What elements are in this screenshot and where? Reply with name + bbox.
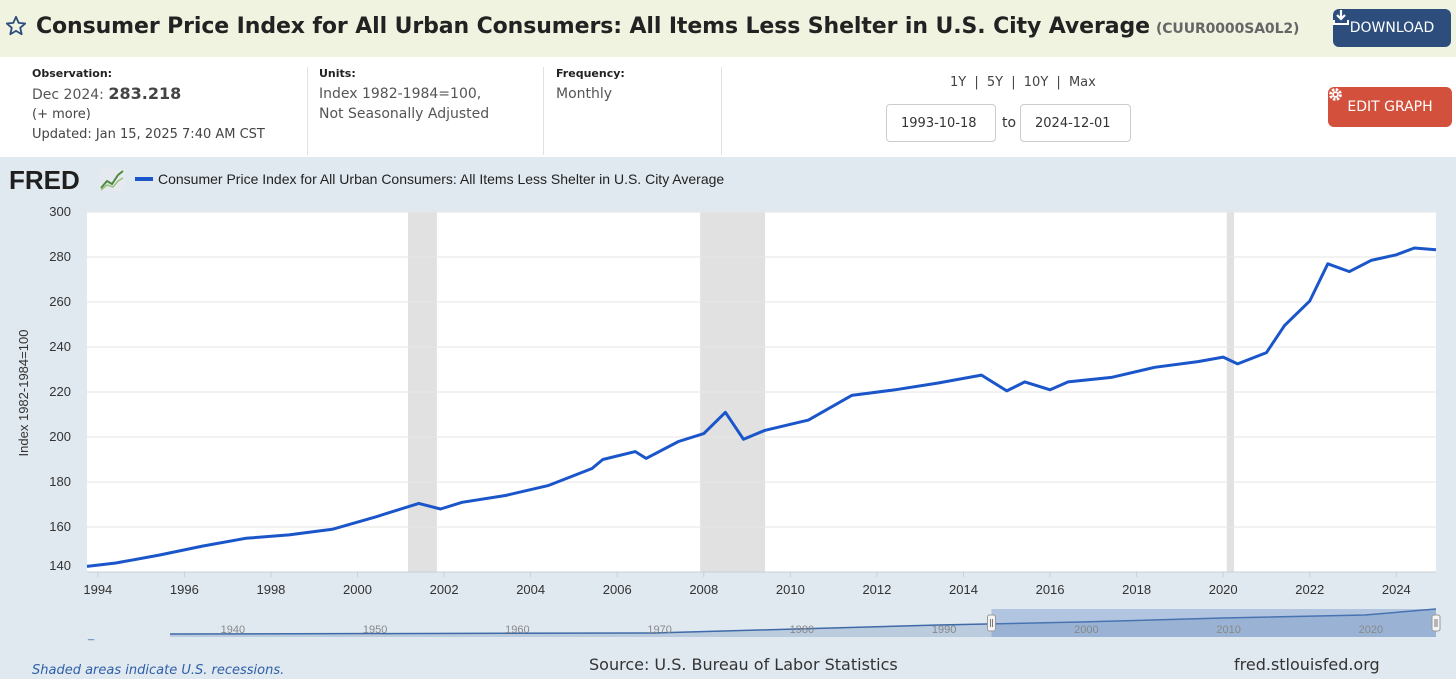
page-title-text: Consumer Price Index for All Urban Consu…: [36, 14, 1150, 39]
y-tick-label: 160: [49, 519, 71, 534]
recession-note: Shaded areas indicate U.S. recessions.: [32, 663, 284, 678]
x-tick-label: 2002: [430, 582, 459, 597]
page-title: Consumer Price Index for All Urban Consu…: [36, 14, 1299, 39]
y-tick-label: 140: [49, 558, 71, 573]
site-link[interactable]: fred.stlouisfed.org: [1234, 655, 1380, 674]
units-line2: Not Seasonally Adjusted: [319, 106, 490, 122]
y-tick-label: 180: [49, 474, 71, 489]
navigator-tick-label: 1980: [790, 624, 814, 636]
navigator-handle[interactable]: [1431, 614, 1441, 632]
range-sep: |: [1056, 75, 1061, 90]
range-1y[interactable]: 1Y: [950, 75, 967, 90]
divider: [721, 67, 722, 155]
x-tick-label: 2000: [343, 582, 372, 597]
navigator-area: [170, 609, 1436, 637]
x-tick-label: 2010: [776, 582, 805, 597]
x-tick-label: 2024: [1382, 582, 1411, 597]
divider: [543, 67, 544, 155]
x-tick-label: 2022: [1295, 582, 1324, 597]
observation-value: 283.218: [108, 84, 182, 103]
end-date-input[interactable]: 2024-12-01: [1020, 104, 1131, 142]
y-tick-label: 200: [49, 429, 71, 444]
navigator-tick-label: 2010: [1216, 624, 1240, 636]
chart: 140 160 180 200 220 240 260 280 300 1994 1996 1998…: [9, 165, 1441, 678]
navigator-tick-label: 1940: [221, 624, 245, 636]
observation-period: Dec 2024:: [32, 87, 104, 103]
units-block: Units: Index 1982-1984=100, Not Seasonal…: [319, 67, 539, 155]
x-tick-label: 1994: [83, 582, 112, 597]
edit-graph-button[interactable]: EDIT GRAPH: [1328, 87, 1452, 127]
navigator-tick-label: 1960: [505, 624, 529, 636]
x-tick-label: 2004: [516, 582, 545, 597]
navigator-tick-label: 2000: [1074, 624, 1098, 636]
range-max[interactable]: Max: [1068, 75, 1096, 90]
observation-line: Dec 2024: 283.218: [32, 84, 302, 105]
y-tick-label: 220: [49, 384, 71, 399]
frequency-label: Frequency:: [556, 67, 625, 80]
navigator-marker: _: [87, 629, 95, 641]
y-tick-label: 240: [49, 339, 71, 354]
navigator-line: [169, 608, 1437, 635]
navigator-selection[interactable]: [991, 609, 1436, 637]
y-tick-label: 300: [49, 204, 71, 219]
x-tick-label: 2014: [949, 582, 978, 597]
range-sep: |: [974, 75, 979, 90]
navigator-tick-label: 1950: [363, 624, 387, 636]
title-bar: Consumer Price Index for All Urban Consu…: [0, 0, 1456, 57]
x-tick-label: 2018: [1122, 582, 1151, 597]
y-axis-label: Index 1982-1984=100: [16, 330, 31, 457]
star-icon[interactable]: [5, 15, 27, 37]
x-tick-label: 2008: [689, 582, 718, 597]
legend-label: Consumer Price Index for All Urban Consu…: [158, 171, 724, 187]
range-10y[interactable]: 10Y: [1023, 75, 1049, 90]
navigator-tick-label: 1970: [647, 624, 671, 636]
navigator-handle[interactable]: [986, 614, 996, 632]
download-button[interactable]: DOWNLOAD: [1333, 9, 1451, 47]
range-sep: |: [1011, 75, 1016, 90]
range-selector: 1Y | 5Y | 10Y | Max: [948, 75, 1098, 90]
y-tick-label: 280: [49, 249, 71, 264]
y-tick-label: 260: [49, 294, 71, 309]
x-tick-label: 2020: [1209, 582, 1238, 597]
series-line[interactable]: [86, 246, 1437, 568]
gear-icon: [1329, 88, 1342, 101]
graph-area: 140 160 180 200 220 240 260 280 300 1994 1996 1998…: [0, 157, 1456, 679]
range-5y[interactable]: 5Y: [986, 75, 1004, 90]
x-tick-label: 1998: [256, 582, 285, 597]
x-tick-label: 1996: [170, 582, 199, 597]
observation-label: Observation:: [32, 67, 113, 80]
source-text: Source: U.S. Bureau of Labor Statistics: [589, 655, 898, 674]
more-link[interactable]: (+ more): [32, 107, 91, 122]
download-icon: [1333, 10, 1349, 25]
to-label: to: [1002, 115, 1017, 131]
start-date-input[interactable]: 1993-10-18: [886, 104, 996, 142]
frequency-block: Frequency: Monthly: [556, 67, 716, 155]
navigator-tick-label: 1990: [932, 624, 956, 636]
series-id: (CUUR0000SA0L2): [1155, 21, 1300, 37]
range-navigator[interactable]: _ 1940 1950 1960 1970 1980 1990 2000 2010 2020: [87, 608, 1441, 641]
series-meta: Observation: Dec 2024: 283.218 (+ more) …: [0, 57, 1456, 157]
x-tick-label: 2016: [1036, 582, 1065, 597]
units-line1: Index 1982-1984=100,: [319, 86, 482, 102]
x-tick-label: 2012: [862, 582, 891, 597]
divider: [307, 67, 308, 155]
updated-text: Updated: Jan 15, 2025 7:40 AM CST: [32, 127, 265, 142]
download-label: DOWNLOAD: [1349, 20, 1435, 36]
frequency-value: Monthly: [556, 86, 613, 102]
observation-block: Observation: Dec 2024: 283.218 (+ more) …: [32, 67, 302, 155]
fred-logo[interactable]: FRED: [9, 165, 80, 195]
edit-graph-label: EDIT GRAPH: [1347, 99, 1433, 115]
units-label: Units:: [319, 67, 356, 80]
x-tick-label: 2006: [603, 582, 632, 597]
navigator-tick-label: 2020: [1359, 624, 1383, 636]
fred-logo-chart-icon: [99, 169, 125, 191]
